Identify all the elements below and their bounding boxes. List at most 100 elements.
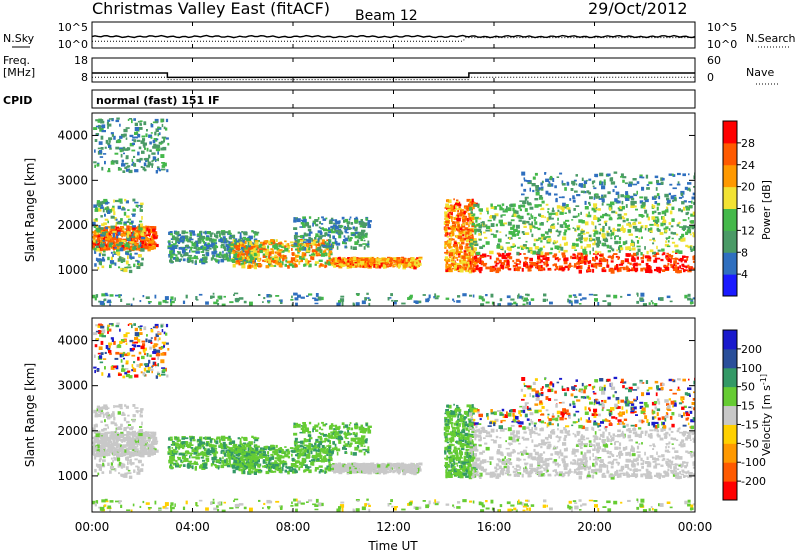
power-cell bbox=[245, 241, 247, 245]
power-cell bbox=[529, 258, 533, 261]
power-cell bbox=[120, 268, 122, 270]
power-cell bbox=[302, 216, 306, 219]
power-cell bbox=[140, 203, 144, 205]
power-cell bbox=[677, 263, 679, 265]
power-cell bbox=[476, 268, 480, 270]
power-cell bbox=[339, 263, 343, 266]
power-cell bbox=[645, 255, 647, 258]
power-cell bbox=[555, 245, 559, 249]
power-cell bbox=[473, 241, 477, 243]
power-cell bbox=[266, 265, 270, 268]
power-cell bbox=[592, 247, 594, 251]
power-cell bbox=[156, 121, 159, 124]
power-cell bbox=[330, 226, 333, 228]
power-cell bbox=[599, 255, 603, 257]
power-cell bbox=[526, 247, 529, 249]
power-cell bbox=[458, 263, 460, 265]
velocity-cell bbox=[147, 433, 149, 437]
power-cell bbox=[583, 233, 586, 235]
velocity-cell bbox=[115, 405, 119, 407]
power-cell bbox=[110, 260, 114, 264]
power-cell bbox=[550, 248, 553, 251]
power-cell bbox=[510, 227, 514, 230]
power-cell bbox=[562, 237, 566, 241]
velocity-cell bbox=[137, 469, 140, 471]
power-cell bbox=[260, 242, 263, 244]
power-cell bbox=[468, 213, 471, 215]
power-cell bbox=[456, 218, 458, 220]
freq-label-bottom: [MHz] bbox=[3, 66, 35, 79]
power-cell bbox=[511, 219, 515, 221]
power-cell bbox=[341, 225, 344, 227]
power-cell bbox=[106, 210, 108, 213]
power-cell bbox=[602, 229, 605, 232]
power-cell bbox=[98, 225, 100, 228]
power-cell bbox=[316, 293, 319, 297]
power-cell bbox=[619, 264, 623, 266]
power-cell bbox=[328, 253, 330, 256]
power-cell bbox=[493, 225, 495, 227]
power-cell bbox=[171, 261, 174, 263]
power-cell bbox=[634, 205, 637, 207]
power-cell bbox=[132, 225, 136, 227]
nave-label: Nave bbox=[746, 66, 774, 79]
power-cell bbox=[328, 261, 331, 265]
power-cell bbox=[472, 220, 474, 222]
power-cell bbox=[601, 258, 605, 262]
power-cell bbox=[685, 245, 688, 247]
power-cell bbox=[559, 268, 562, 270]
velocity-cell bbox=[98, 441, 101, 443]
power-cell bbox=[191, 257, 195, 259]
power-cell bbox=[498, 239, 502, 243]
velocity-cell bbox=[151, 449, 154, 451]
power-cell bbox=[512, 208, 514, 212]
power-cell bbox=[218, 231, 220, 233]
velocity-cell bbox=[106, 415, 108, 418]
power-cell bbox=[116, 244, 119, 246]
power-cell bbox=[590, 238, 593, 241]
power-cell bbox=[476, 252, 481, 255]
power-cell bbox=[276, 239, 278, 242]
velocity-cell bbox=[132, 444, 135, 447]
power-cell bbox=[639, 237, 641, 239]
power-cell bbox=[585, 201, 587, 205]
power-cell bbox=[366, 244, 369, 246]
power-cell bbox=[153, 140, 156, 143]
power-cell bbox=[593, 203, 597, 207]
power-cell bbox=[465, 207, 467, 210]
power-cell bbox=[499, 220, 503, 224]
power-cell bbox=[672, 242, 675, 244]
power-cell bbox=[478, 218, 481, 220]
power-cell bbox=[354, 241, 358, 245]
power-cell bbox=[476, 224, 480, 227]
velocity-cell bbox=[151, 432, 153, 434]
power-cell bbox=[450, 234, 452, 238]
power-cell bbox=[140, 158, 143, 161]
power-cell bbox=[649, 231, 652, 233]
power-cell bbox=[540, 240, 542, 242]
velocity-cell bbox=[100, 450, 105, 454]
power-cell bbox=[221, 244, 225, 246]
power-cell bbox=[351, 222, 354, 225]
power-cell bbox=[552, 178, 554, 182]
power-cell bbox=[518, 216, 522, 219]
power-cell bbox=[121, 154, 123, 158]
power-cell bbox=[178, 231, 180, 235]
power-cell bbox=[453, 266, 457, 268]
power-cell bbox=[474, 225, 476, 228]
power-cell bbox=[639, 176, 642, 178]
power-cell bbox=[573, 216, 577, 218]
power-cell bbox=[206, 237, 208, 241]
power-cell bbox=[607, 245, 609, 249]
velocity-heatmap bbox=[92, 323, 698, 514]
power-cell bbox=[401, 303, 405, 305]
power-cell bbox=[251, 265, 253, 268]
power-cell bbox=[637, 181, 640, 184]
power-cell bbox=[138, 121, 140, 123]
power-cell bbox=[306, 233, 308, 236]
power-cell bbox=[114, 247, 116, 249]
power-cell bbox=[544, 269, 546, 271]
power-cell bbox=[655, 201, 658, 204]
power-cell bbox=[366, 233, 368, 236]
power-cell bbox=[553, 264, 555, 266]
